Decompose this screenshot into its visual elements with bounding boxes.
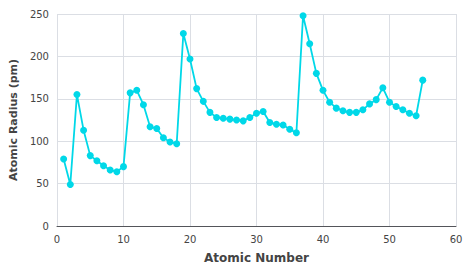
svg-text:20: 20: [184, 234, 197, 245]
svg-text:Atomic Radius (pm): Atomic Radius (pm): [7, 59, 20, 181]
svg-text:60: 60: [450, 234, 463, 245]
svg-text:0: 0: [43, 221, 49, 232]
svg-text:100: 100: [30, 136, 49, 147]
svg-text:0: 0: [54, 234, 60, 245]
svg-text:10: 10: [117, 234, 130, 245]
svg-text:30: 30: [250, 234, 263, 245]
svg-text:150: 150: [30, 93, 49, 104]
svg-text:50: 50: [36, 178, 49, 189]
svg-text:200: 200: [30, 51, 49, 62]
svg-text:50: 50: [383, 234, 396, 245]
svg-text:Atomic Number: Atomic Number: [204, 251, 309, 265]
svg-text:40: 40: [317, 234, 330, 245]
svg-text:250: 250: [30, 9, 49, 20]
